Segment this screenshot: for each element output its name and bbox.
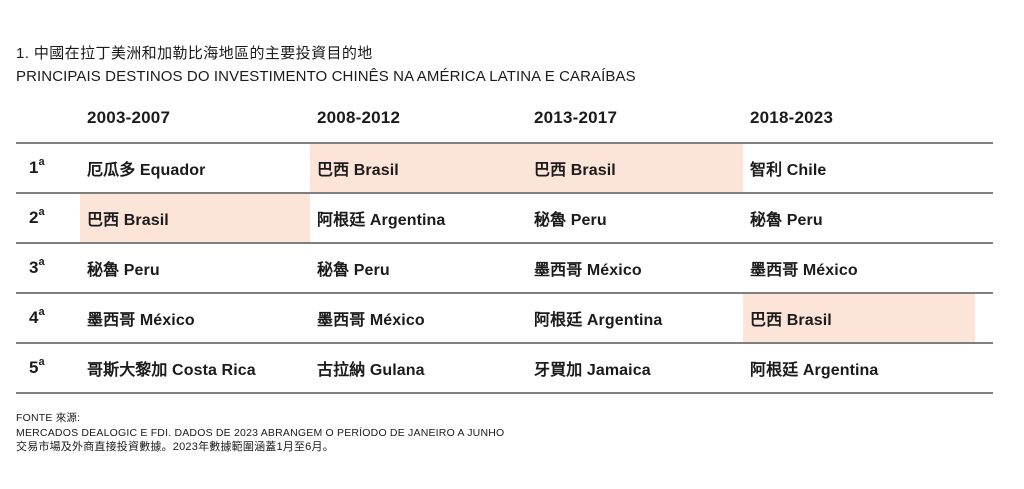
source-text-portuguese: MERCADOS DEALOGIC E FDI. DADOS DE 2023 A… [16, 426, 505, 439]
destination-cell: 阿根廷 Argentina [317, 212, 446, 229]
destination-cell: 古拉納 Gulana [317, 362, 425, 379]
destination-cell: 哥斯大黎加 Costa Rica [87, 362, 256, 379]
destination-cell: 墨西哥 México [750, 262, 858, 279]
table-row: 3 a 秘魯 Peru 秘魯 Peru 墨西哥 México 墨西哥 México [16, 244, 993, 294]
source-note: FONTE 來源: MERCADOS DEALOGIC E FDI. DADOS… [16, 411, 504, 455]
destination-cell: 巴西 Brasil [527, 144, 743, 192]
ranking-table: 2003-2007 2008-2012 2013-2017 2018-2023 … [16, 108, 993, 394]
source-text-chinese: 交易市場及外商直接投資數據。2023年數據範圍涵蓋1月至6月。 [16, 441, 334, 453]
destination-cell: 厄瓜多 Equador [87, 162, 206, 179]
destination-cell: 巴西 Brasil [743, 294, 975, 342]
table-header-row: 2003-2007 2008-2012 2013-2017 2018-2023 [16, 108, 993, 142]
destination-cell: 墨西哥 México [87, 312, 195, 329]
destination-cell: 秘魯 Peru [87, 262, 160, 279]
destination-cell: 阿根廷 Argentina [534, 312, 663, 329]
column-header-2018-2023: 2018-2023 [750, 108, 834, 127]
destination-cell: 秘魯 Peru [750, 212, 823, 229]
figure-title: 1. 中國在拉丁美洲和加勒比海地區的主要投資目的地 PRINCIPAIS DES… [16, 42, 636, 88]
column-header-2013-2017: 2013-2017 [534, 108, 618, 127]
table-row: 5 a 哥斯大黎加 Costa Rica 古拉納 Gulana 牙買加 Jamaica 阿… [16, 344, 993, 394]
destination-cell: 巴西 Brasil [310, 144, 527, 192]
title-portuguese: PRINCIPAIS DESTINOS DO INVESTIMENTO CHIN… [16, 68, 636, 85]
table-row: 1 a 厄瓜多 Equador 巴西 Brasil 巴西 Brasil 智利 Chile [16, 144, 993, 194]
destination-cell: 秘魯 Peru [534, 212, 607, 229]
table-body: 1 a 厄瓜多 Equador 巴西 Brasil 巴西 Brasil 智利 Chile 2… [16, 142, 993, 394]
destination-cell: 智利 Chile [750, 162, 827, 179]
destination-cell: 墨西哥 México [317, 312, 425, 329]
title-chinese: 1. 中國在拉丁美洲和加勒比海地區的主要投資目的地 [16, 45, 373, 62]
destination-cell: 阿根廷 Argentina [750, 362, 879, 379]
source-label: FONTE 來源: [16, 412, 81, 424]
table-row: 2 a 巴西 Brasil 阿根廷 Argentina 秘魯 Peru 秘魯 Peru [16, 194, 993, 244]
table-row: 4 a 墨西哥 México 墨西哥 México 阿根廷 Argentina 巴西 Br… [16, 294, 993, 344]
destination-cell: 巴西 Brasil [80, 194, 310, 242]
destination-cell: 牙買加 Jamaica [534, 362, 651, 379]
column-header-2003-2007: 2003-2007 [87, 108, 171, 127]
column-header-2008-2012: 2008-2012 [317, 108, 401, 127]
destination-cell: 秘魯 Peru [317, 262, 390, 279]
destination-cell: 墨西哥 México [534, 262, 642, 279]
